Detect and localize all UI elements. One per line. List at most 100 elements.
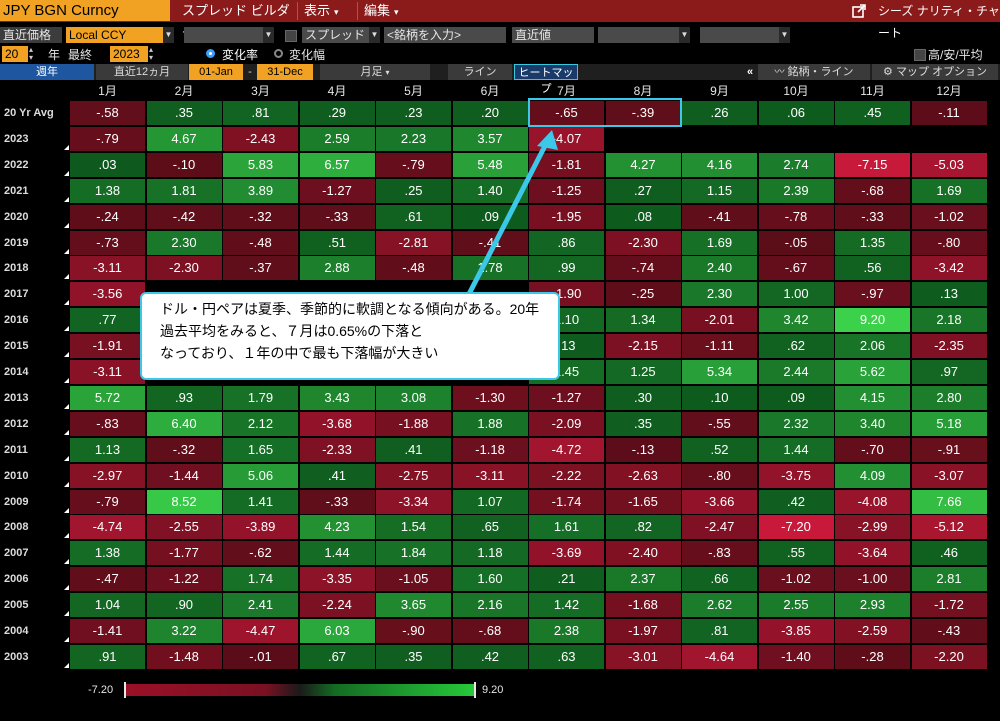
heatmap-cell[interactable]: -.37 [223, 256, 298, 281]
heatmap-cell[interactable]: 1.04 [70, 593, 145, 618]
heatmap-cell[interactable]: -5.03 [911, 152, 987, 177]
heatmap-cell[interactable]: -4.72 [529, 437, 604, 462]
heatmap-cell[interactable]: .90 [146, 593, 222, 618]
heatmap-cell[interactable]: -1.77 [146, 541, 222, 566]
heatmap-cell[interactable]: -1.30 [452, 385, 528, 410]
to-date-input[interactable]: 31-Dec [257, 64, 313, 80]
heatmap-cell[interactable]: -.41 [452, 230, 528, 255]
heatmap-cell[interactable]: -.10 [146, 152, 222, 177]
heatmap-cell[interactable]: 4.16 [682, 152, 757, 177]
heatmap-cell[interactable]: .20 [452, 101, 528, 125]
heatmap-cell[interactable]: 2.16 [452, 593, 528, 618]
heatmap-cell[interactable]: -2.30 [146, 256, 222, 281]
heatmap-cell[interactable]: -1.02 [758, 567, 834, 592]
heatmap-cell[interactable]: -3.56 [70, 282, 145, 307]
heatmap-cell[interactable]: -.39 [605, 101, 681, 125]
heatmap-cell[interactable]: -2.47 [682, 515, 757, 540]
heatmap-cell[interactable]: 1.00 [758, 282, 834, 307]
heatmap-cell[interactable]: -3.69 [529, 541, 604, 566]
heatmap-cell[interactable]: -.79 [70, 489, 145, 514]
heatmap-cell[interactable]: 1.74 [223, 567, 298, 592]
heatmap-cell[interactable]: 1.38 [70, 541, 145, 566]
heatmap-cell[interactable]: -.62 [223, 541, 298, 566]
heatmap-cell[interactable]: .35 [376, 644, 451, 669]
ticker-field[interactable]: JPY BGN Curncy [0, 0, 170, 21]
heatmap-cell[interactable]: 2.39 [758, 178, 834, 203]
heatmap-cell[interactable]: 2.81 [911, 567, 987, 592]
heatmap-cell[interactable]: -.11 [911, 101, 987, 125]
heatmap-cell[interactable]: -.32 [223, 204, 298, 229]
heatmap-cell[interactable]: -.79 [376, 152, 451, 177]
last-year-stepper[interactable]: ▴ ▾ [149, 45, 154, 62]
heatmap-cell[interactable]: .06 [758, 101, 834, 125]
heatmap-cell[interactable]: -1.74 [529, 489, 604, 514]
heatmap-cell[interactable]: -2.99 [835, 515, 910, 540]
blank-select-2[interactable]: ▼ [598, 27, 690, 43]
heatmap-cell[interactable]: -1.02 [911, 204, 987, 229]
heatmap-cell[interactable]: -1.41 [70, 619, 145, 643]
heatmap-cell[interactable]: -4.08 [835, 489, 910, 514]
heatmap-cell[interactable]: 1.78 [452, 256, 528, 281]
heatmap-cell[interactable]: -.90 [376, 619, 451, 643]
heatmap-cell[interactable]: -.80 [682, 463, 757, 488]
heatmap-cell[interactable]: 1.44 [758, 437, 834, 462]
heatmap-cell[interactable]: 2.41 [223, 593, 298, 618]
heatmap-cell[interactable]: -2.09 [529, 411, 604, 436]
heatmap-cell[interactable]: 7.66 [911, 489, 987, 514]
heatmap-cell[interactable]: -3.11 [70, 360, 145, 384]
tab-recent-12-months[interactable]: 直近12ヵ月 [96, 64, 188, 80]
heatmap-cell[interactable]: 2.18 [911, 308, 987, 333]
line-button[interactable]: ライン [448, 64, 512, 80]
ticker-input[interactable]: <銘柄を入力> [384, 27, 506, 43]
heatmap-cell[interactable]: -2.30 [605, 230, 681, 255]
heatmap-cell[interactable]: -.91 [911, 437, 987, 462]
tab-average[interactable]: 週年 [0, 64, 94, 80]
heatmap-cell[interactable]: -4.07 [529, 126, 604, 151]
heatmap-cell[interactable]: -3.11 [452, 463, 528, 488]
heatmap-cell[interactable]: -3.11 [70, 256, 145, 281]
heatmap-cell[interactable]: 3.42 [758, 308, 834, 333]
heatmap-cell[interactable]: .62 [758, 334, 834, 359]
heatmap-cell[interactable]: 2.59 [299, 126, 375, 151]
heatmap-cell[interactable]: 2.12 [223, 411, 298, 436]
heatmap-cell[interactable]: -.47 [70, 567, 145, 592]
heatmap-cell[interactable]: -.48 [223, 230, 298, 255]
heatmap-cell[interactable]: -3.07 [911, 463, 987, 488]
heatmap-cell[interactable]: -.70 [835, 437, 910, 462]
heatmap-cell[interactable]: 3.08 [376, 385, 451, 410]
heatmap-cell[interactable]: -.33 [299, 204, 375, 229]
chevron-down-icon[interactable]: ▼ [779, 27, 790, 43]
heatmap-cell[interactable]: 9.20 [835, 308, 910, 333]
heatmap-cell[interactable]: -1.72 [911, 593, 987, 618]
heatmap-cell[interactable]: 3.65 [376, 593, 451, 618]
heatmap-cell[interactable]: -.28 [835, 644, 910, 669]
heatmap-cell[interactable]: 1.44 [299, 541, 375, 566]
heatmap-cell[interactable]: -2.15 [605, 334, 681, 359]
heatmap-cell[interactable]: 2.55 [758, 593, 834, 618]
heatmap-cell[interactable]: .67 [299, 644, 375, 669]
heatmap-cell[interactable]: 1.42 [529, 593, 604, 618]
heatmap-cell[interactable]: -1.11 [682, 334, 757, 359]
blank-select-3[interactable]: ▼ [700, 27, 790, 43]
heatmap-cell[interactable]: -.74 [605, 256, 681, 281]
heatmap-button[interactable]: ヒートマップ [514, 64, 578, 95]
heatmap-cell[interactable]: 5.62 [835, 360, 910, 384]
heatmap-cell[interactable]: 5.06 [223, 463, 298, 488]
heatmap-cell[interactable]: .42 [452, 644, 528, 669]
heatmap-cell[interactable]: -4.64 [682, 644, 757, 669]
heatmap-cell[interactable]: 2.93 [835, 593, 910, 618]
heatmap-cell[interactable]: -2.35 [911, 334, 987, 359]
heatmap-cell[interactable]: .63 [529, 644, 604, 669]
latest-value-field[interactable]: 直近値 [512, 27, 594, 43]
spread-select[interactable]: スプレッド ▼ [302, 27, 380, 43]
heatmap-cell[interactable]: 2.40 [682, 256, 757, 281]
heatmap-cell[interactable]: -.68 [835, 178, 910, 203]
heatmap-cell[interactable]: 6.40 [146, 411, 222, 436]
heatmap-cell[interactable]: -.80 [911, 230, 987, 255]
heatmap-cell[interactable]: 3.89 [223, 178, 298, 203]
heatmap-cell[interactable]: .56 [835, 256, 910, 281]
heatmap-cell[interactable]: .86 [529, 230, 604, 255]
heatmap-cell[interactable]: -.01 [223, 644, 298, 669]
heatmap-cell[interactable]: -1.95 [529, 204, 604, 229]
heatmap-cell[interactable]: .27 [605, 178, 681, 203]
